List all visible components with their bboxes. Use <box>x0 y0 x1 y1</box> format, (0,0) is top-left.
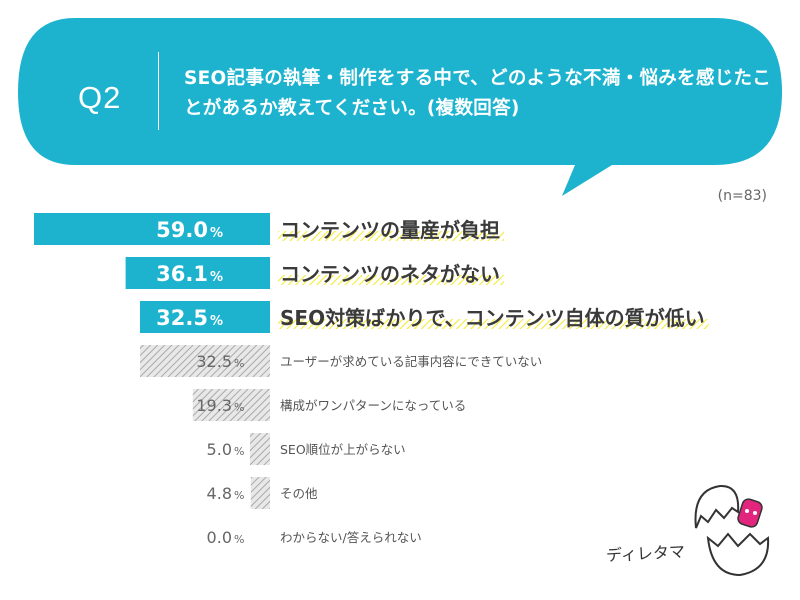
bar <box>140 301 270 333</box>
category-label: その他 <box>280 486 318 501</box>
category-label: コンテンツのネタがない <box>280 262 500 286</box>
bar <box>34 213 270 245</box>
category-label: SEO順位が上がらない <box>280 442 406 457</box>
value-label: 32.5 <box>156 306 208 330</box>
label-highlight <box>278 231 504 241</box>
bar <box>250 433 270 465</box>
bubble-shape <box>18 18 782 196</box>
mascot-name: ディレタマ <box>605 541 686 566</box>
value-unit: % <box>234 533 244 546</box>
bar-chart: 59.0% コンテンツの量産が負担 36.1% コンテンツのネタがない 32.5% SEO… <box>34 213 709 547</box>
value-unit: % <box>234 489 244 502</box>
sample-size: (n=83) <box>717 188 767 204</box>
value-label: 5.0 <box>207 440 232 459</box>
mascot-egg-bottom <box>706 532 770 577</box>
value-label: 4.8 <box>207 484 232 503</box>
value-unit: % <box>210 270 223 285</box>
value-unit: % <box>234 357 244 370</box>
value-unit: % <box>210 226 223 241</box>
mascot-egg-top <box>694 484 740 529</box>
label-highlight <box>278 275 504 285</box>
category-label: わからない/答えられない <box>280 530 422 545</box>
bar <box>125 257 270 289</box>
value-unit: % <box>210 314 223 329</box>
question-label: Q2 <box>78 80 122 115</box>
category-label: SEO対策ばかりで、コンテンツ自体の質が低い <box>280 306 705 330</box>
value-label: 36.1 <box>156 262 208 286</box>
value-unit: % <box>234 401 244 414</box>
value-label: 19.3 <box>196 396 232 415</box>
value-unit: % <box>234 445 244 458</box>
mascot-face <box>737 498 763 528</box>
category-label: ユーザーが求めている記事内容にできていない <box>280 354 542 369</box>
category-label: 構成がワンパターンになっている <box>280 398 466 413</box>
value-label: 59.0 <box>156 218 208 242</box>
value-label: 0.0 <box>207 528 232 547</box>
question-text: SEO記事の執筆・制作をする中で、どのような不満・悩みを感じたことがあるか教えて… <box>184 68 772 119</box>
question-divider <box>158 52 159 130</box>
question-bubble <box>18 18 782 196</box>
category-label: コンテンツの量産が負担 <box>280 218 500 242</box>
bar <box>250 477 270 509</box>
bar <box>192 389 270 421</box>
bar <box>140 345 270 377</box>
value-label: 32.5 <box>196 352 232 371</box>
mascot-egg-illustration <box>694 484 770 577</box>
label-highlight <box>278 319 709 329</box>
